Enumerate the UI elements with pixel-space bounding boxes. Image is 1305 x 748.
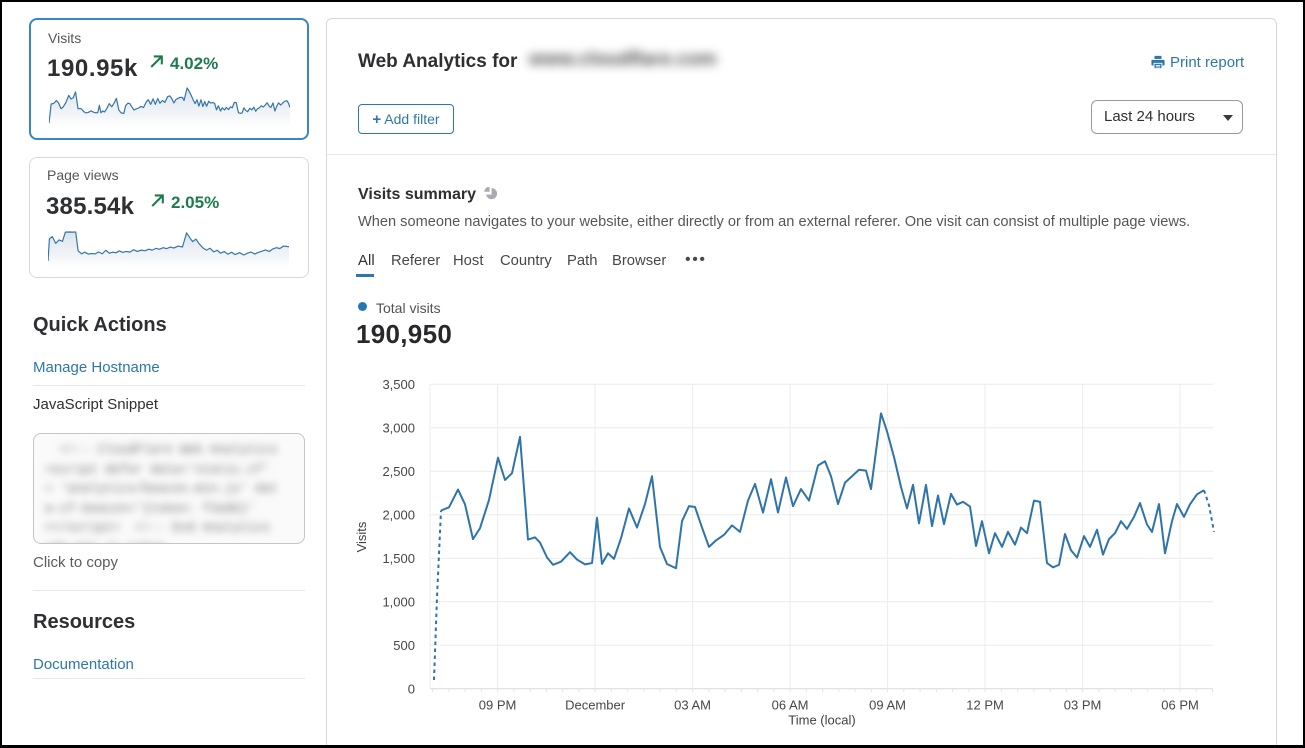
svg-text:12 PM: 12 PM bbox=[966, 698, 1004, 713]
svg-text:2,500: 2,500 bbox=[382, 464, 415, 479]
svg-text:06 PM: 06 PM bbox=[1161, 698, 1199, 713]
svg-text:December: December bbox=[565, 698, 626, 713]
svg-text:0: 0 bbox=[408, 681, 415, 696]
svg-text:03 AM: 03 AM bbox=[674, 698, 711, 713]
svg-text:1,500: 1,500 bbox=[382, 551, 415, 566]
svg-text:3,000: 3,000 bbox=[382, 420, 415, 435]
svg-text:09 AM: 09 AM bbox=[869, 698, 906, 713]
svg-text:03 PM: 03 PM bbox=[1064, 698, 1102, 713]
svg-text:2,000: 2,000 bbox=[382, 507, 415, 522]
svg-text:Visits: Visits bbox=[354, 521, 369, 552]
svg-text:06 AM: 06 AM bbox=[772, 698, 809, 713]
svg-text:Time (local): Time (local) bbox=[788, 713, 855, 728]
svg-text:3,500: 3,500 bbox=[382, 377, 415, 392]
svg-text:09 PM: 09 PM bbox=[479, 698, 517, 713]
svg-text:1,000: 1,000 bbox=[382, 594, 415, 609]
svg-text:500: 500 bbox=[393, 638, 415, 653]
